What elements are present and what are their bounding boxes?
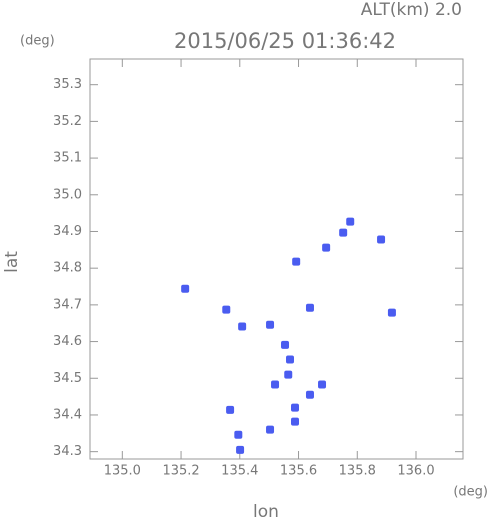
echo [339,228,348,237]
y-tick-label: 35.1 [53,151,82,166]
echo [266,320,275,329]
x-axis-label: lon [253,502,279,521]
x-tick-label: 135.8 [339,464,376,479]
echo [318,380,327,389]
y-tick-label: 34.5 [53,371,82,386]
y-tick-label: 34.7 [53,297,82,312]
echo [222,305,231,314]
y-unit: (deg) [20,34,55,49]
echo [234,430,243,439]
echo [181,284,190,293]
x-tick-label: 135.6 [280,464,317,479]
y-tick-label: 35.3 [53,77,82,92]
y-tick-label: 34.6 [53,334,82,349]
echo [305,303,314,312]
echo [387,308,396,317]
echo [346,217,355,226]
x-tick-label: 135.4 [221,464,258,479]
echo [238,322,247,331]
y-tick-label: 34.4 [53,407,82,422]
echo [291,417,300,426]
echo [322,243,331,252]
echo [292,257,301,266]
echo [266,425,275,434]
chart-title: 2015/06/25 01:36:42 [174,29,396,53]
altitude-label: ALT(km) 2.0 [361,0,462,20]
y-tick-label: 34.3 [53,444,82,459]
y-tick-label: 34.8 [53,261,82,276]
echo [271,380,280,389]
y-tick-label: 34.9 [53,224,82,239]
y-axis-label: lat [2,251,22,273]
x-tick-label: 135.0 [104,464,141,479]
echo [226,405,235,414]
y-tick-label: 35.0 [53,187,82,202]
echo [284,370,293,379]
echo [236,445,245,454]
y-tick-label: 35.2 [53,114,82,129]
x-tick-label: 136.0 [397,464,434,479]
x-tick-label: 135.2 [162,464,199,479]
echo [305,390,314,399]
echo [286,355,295,364]
echo [291,403,300,412]
echo [377,235,386,244]
x-unit: (deg) [453,485,488,500]
echo [281,340,290,349]
plot-frame [89,58,464,460]
